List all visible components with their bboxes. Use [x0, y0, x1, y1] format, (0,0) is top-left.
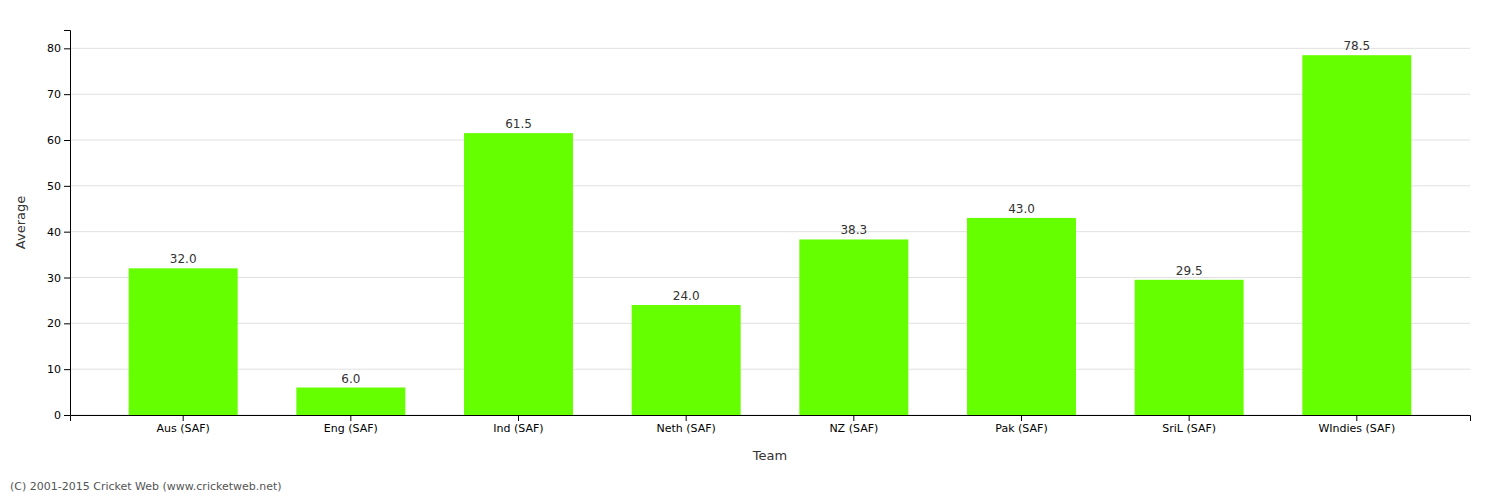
- data-label: 43.0: [1008, 202, 1035, 216]
- data-label: 24.0: [673, 289, 700, 303]
- y-tick-label: 60: [47, 134, 61, 147]
- data-label: 6.0: [341, 372, 360, 386]
- bar: [129, 268, 238, 415]
- x-tick: WIndies (SAF): [1318, 415, 1395, 435]
- grid-line: [70, 369, 1470, 370]
- data-label: 29.5: [1176, 264, 1203, 278]
- chart: 32.0 6.0 61.5 24.0 38.3 43.0 29.5 78.5 0 10 20 30 40…: [0, 0, 1500, 500]
- x-tick: Pak (SAF): [995, 415, 1047, 435]
- x-tick-mark: [1356, 415, 1357, 421]
- data-label: 38.3: [840, 223, 867, 237]
- x-tick-label: SriL (SAF): [1162, 422, 1216, 435]
- data-label: 61.5: [505, 117, 532, 131]
- x-tick-label: Neth (SAF): [656, 422, 715, 435]
- y-tick-label: 0: [54, 409, 61, 422]
- x-tick-label: WIndies (SAF): [1318, 422, 1395, 435]
- y-tick: 50: [47, 180, 70, 193]
- y-tick-mark: [64, 48, 70, 49]
- bar: [464, 133, 573, 415]
- x-tick-mark: [350, 415, 351, 421]
- x-tick-label: Aus (SAF): [156, 422, 209, 435]
- y-tick-mark: [64, 415, 70, 416]
- x-tick-label: Ind (SAF): [493, 422, 543, 435]
- y-tick: 20: [47, 317, 70, 330]
- bar: [632, 305, 741, 415]
- data-labels: 32.0 6.0 61.5 24.0 38.3 43.0 29.5 78.5: [170, 39, 1370, 385]
- grid-line: [70, 277, 1470, 278]
- x-tick: NZ (SAF): [829, 415, 878, 435]
- x-tick: Eng (SAF): [324, 415, 378, 435]
- y-tick-label: 50: [47, 180, 61, 193]
- bars: [129, 55, 1412, 415]
- x-tick-mark: [1189, 415, 1190, 421]
- y-tick: 30: [47, 272, 70, 285]
- y-tick-mark: [64, 232, 70, 233]
- data-label: 32.0: [170, 252, 197, 266]
- y-tick: 60: [47, 134, 70, 147]
- x-tick-mark: [853, 415, 854, 421]
- y-tick-label: 30: [47, 272, 61, 285]
- grid: [70, 48, 1470, 415]
- y-tick-mark: [64, 186, 70, 187]
- y-tick-mark: [64, 94, 70, 95]
- x-axis-title: Team: [752, 448, 787, 463]
- x-tick-label: NZ (SAF): [829, 422, 878, 435]
- footer: (C) 2001-2015 Cricket Web (www.cricketwe…: [10, 480, 282, 493]
- x-tick-mark: [1021, 415, 1022, 421]
- grid-line: [70, 48, 1470, 49]
- x-tick: SriL (SAF): [1162, 415, 1216, 435]
- x-tick: Neth (SAF): [656, 415, 715, 435]
- bar: [799, 239, 908, 415]
- grid-line: [70, 185, 1470, 186]
- y-tick: 40: [47, 226, 70, 239]
- y-tick-mark: [64, 323, 70, 324]
- y-tick-mark: [64, 278, 70, 279]
- x-axis-line: [71, 416, 1471, 422]
- bar: [1302, 55, 1411, 415]
- y-tick: 0: [54, 409, 70, 422]
- bar: [296, 388, 405, 416]
- y-tick-label: 70: [47, 88, 61, 101]
- grid-line: [70, 231, 1470, 232]
- y-tick-label: 20: [47, 317, 61, 330]
- x-tick: Ind (SAF): [493, 415, 543, 435]
- x-tick-mark: [518, 415, 519, 421]
- x-axis: Aus (SAF) Eng (SAF) Ind (SAF) Neth (SAF) NZ …: [71, 415, 1471, 435]
- bar: [1135, 280, 1244, 415]
- data-label: 78.5: [1343, 39, 1370, 53]
- grid-line: [70, 323, 1470, 324]
- y-tick-mark: [64, 140, 70, 141]
- y-tick-label: 10: [47, 363, 61, 376]
- bar: [967, 218, 1076, 415]
- x-tick-mark: [183, 415, 184, 421]
- grid-line: [70, 140, 1470, 141]
- x-tick-label: Pak (SAF): [995, 422, 1047, 435]
- y-tick: 10: [47, 363, 70, 376]
- x-tick: Aus (SAF): [156, 415, 209, 435]
- x-tick-mark: [686, 415, 687, 421]
- grid-line: [70, 94, 1470, 95]
- y-axis-line: [64, 31, 71, 416]
- y-tick: 70: [47, 88, 70, 101]
- y-axis: 0 10 20 30 40 50 60 70 80: [47, 31, 71, 423]
- y-tick: 80: [47, 42, 70, 55]
- y-tick-mark: [64, 369, 70, 370]
- y-axis-title: Average: [13, 196, 28, 249]
- y-tick-label: 80: [47, 42, 61, 55]
- y-tick-label: 40: [47, 226, 61, 239]
- x-tick-label: Eng (SAF): [324, 422, 378, 435]
